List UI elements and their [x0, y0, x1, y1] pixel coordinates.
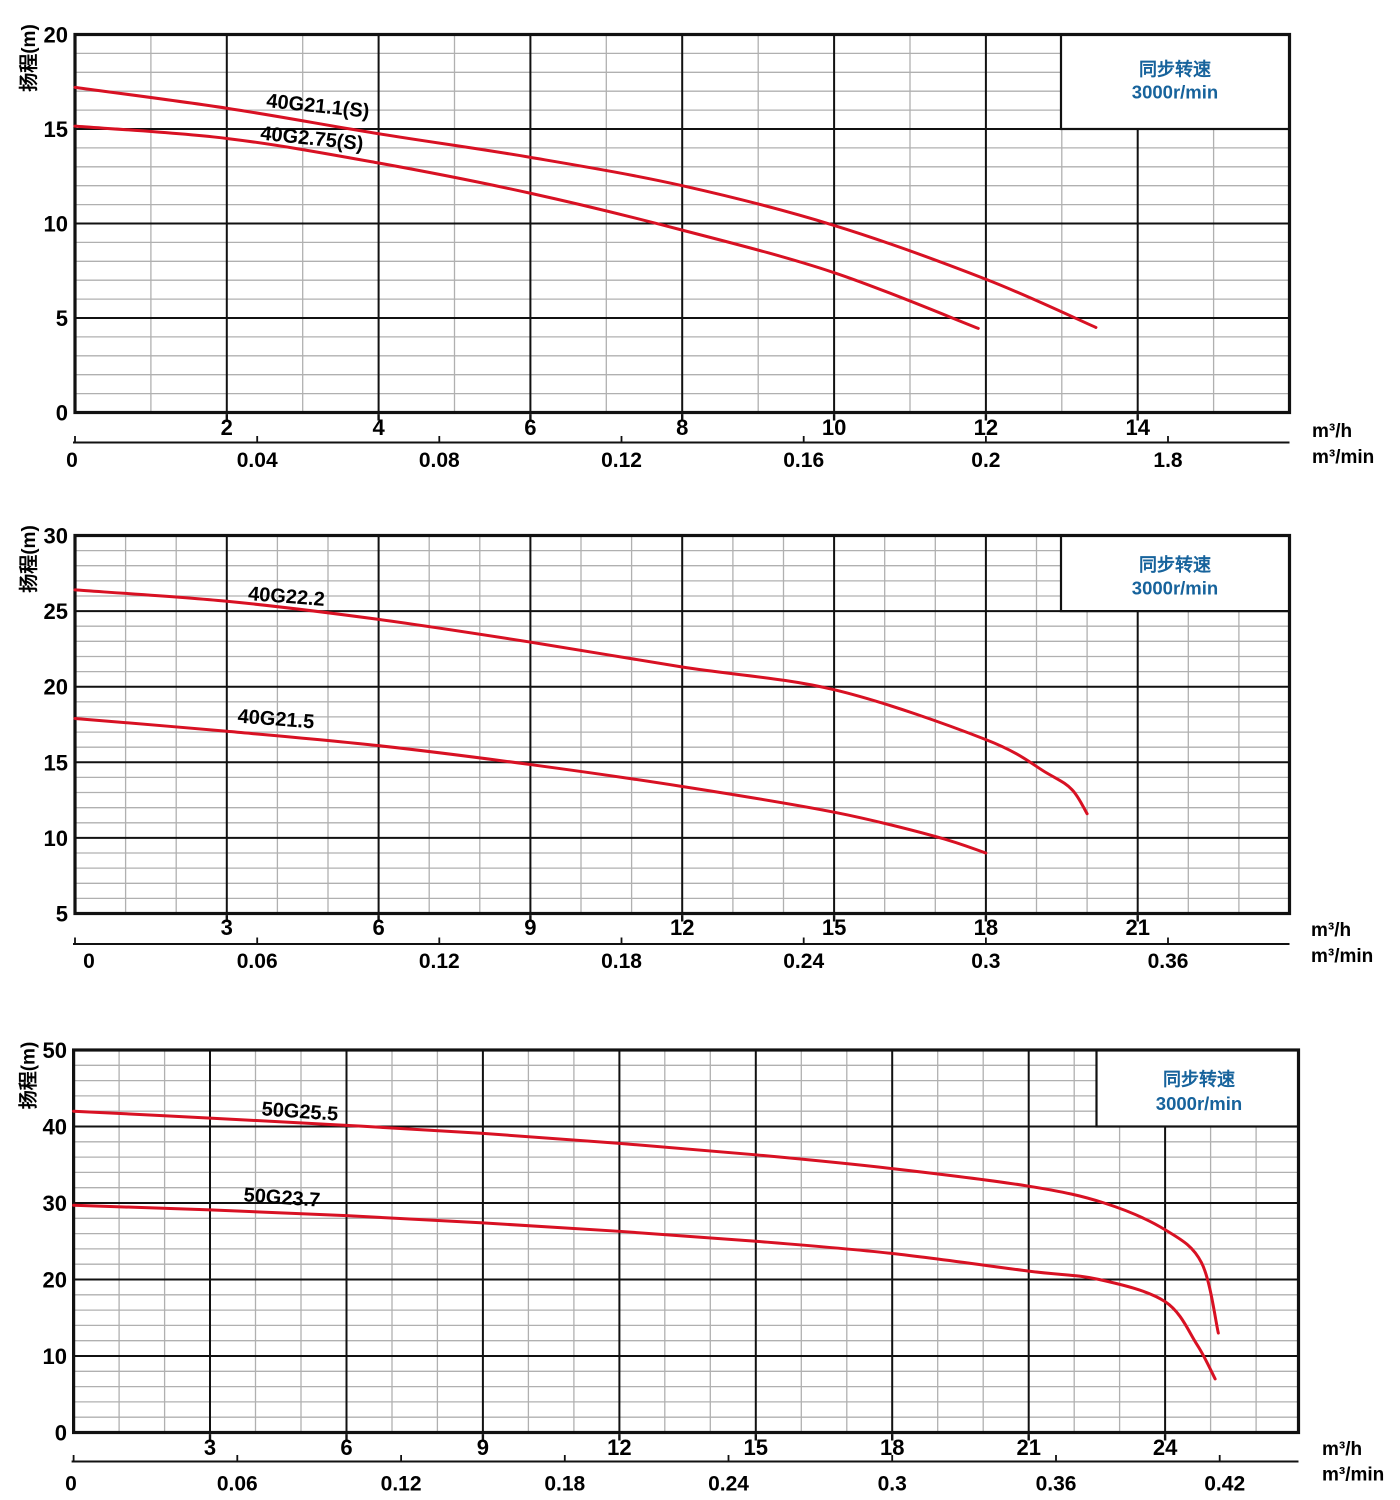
svg-text:50G25.5: 50G25.5 — [261, 1098, 339, 1125]
svg-text:0.16: 0.16 — [783, 449, 824, 472]
svg-text:25: 25 — [44, 599, 68, 624]
svg-text:m³/h: m³/h — [1322, 1439, 1362, 1460]
svg-text:20: 20 — [43, 1268, 67, 1293]
svg-text:50: 50 — [43, 1038, 67, 1063]
svg-text:12: 12 — [974, 415, 998, 440]
svg-text:0.24: 0.24 — [783, 950, 824, 973]
svg-text:0.36: 0.36 — [1148, 950, 1189, 973]
svg-text:2: 2 — [221, 415, 233, 440]
svg-text:18: 18 — [974, 915, 998, 940]
svg-text:0.04: 0.04 — [237, 449, 278, 472]
svg-text:9: 9 — [524, 915, 536, 940]
svg-text:0.12: 0.12 — [381, 1473, 422, 1496]
svg-text:同步转速: 同步转速 — [1139, 554, 1211, 575]
svg-text:1.8: 1.8 — [1153, 449, 1183, 472]
svg-text:同步转速: 同步转速 — [1139, 59, 1211, 80]
svg-text:扬程(m): 扬程(m) — [17, 525, 40, 593]
svg-text:扬程(m): 扬程(m) — [17, 24, 40, 92]
svg-text:30: 30 — [43, 1191, 67, 1216]
svg-text:0.12: 0.12 — [601, 449, 642, 472]
svg-text:15: 15 — [44, 117, 68, 142]
svg-text:0.36: 0.36 — [1036, 1473, 1077, 1496]
svg-text:3000r/min: 3000r/min — [1156, 1093, 1242, 1114]
svg-text:0.06: 0.06 — [217, 1473, 258, 1496]
svg-text:m³/min: m³/min — [1312, 447, 1374, 468]
svg-text:m³/h: m³/h — [1312, 421, 1352, 442]
svg-text:20: 20 — [44, 675, 68, 700]
svg-text:6: 6 — [372, 915, 384, 940]
svg-text:3000r/min: 3000r/min — [1132, 578, 1218, 599]
svg-text:0.12: 0.12 — [419, 950, 460, 973]
svg-text:0.18: 0.18 — [601, 950, 642, 973]
svg-text:m³/h: m³/h — [1311, 920, 1351, 941]
svg-text:0.3: 0.3 — [971, 950, 1000, 973]
svg-text:30: 30 — [44, 524, 68, 549]
svg-text:0.08: 0.08 — [419, 449, 460, 472]
svg-text:10: 10 — [43, 1344, 67, 1369]
svg-text:0.2: 0.2 — [971, 449, 1000, 472]
svg-text:10: 10 — [44, 212, 68, 237]
svg-text:10: 10 — [44, 826, 68, 851]
svg-text:10: 10 — [822, 415, 846, 440]
svg-text:m³/min: m³/min — [1322, 1465, 1384, 1486]
svg-text:0: 0 — [56, 401, 68, 426]
svg-text:50G23.7: 50G23.7 — [243, 1184, 321, 1211]
svg-text:0: 0 — [55, 1421, 67, 1446]
svg-text:0.42: 0.42 — [1204, 1473, 1245, 1496]
svg-text:3: 3 — [221, 915, 233, 940]
svg-text:8: 8 — [676, 415, 688, 440]
svg-text:14: 14 — [1125, 415, 1150, 440]
svg-text:9: 9 — [477, 1435, 489, 1460]
svg-text:0: 0 — [83, 950, 95, 973]
svg-text:6: 6 — [524, 415, 536, 440]
svg-text:40: 40 — [43, 1115, 67, 1140]
svg-text:0.18: 0.18 — [544, 1473, 585, 1496]
svg-text:4: 4 — [372, 415, 385, 440]
svg-text:5: 5 — [56, 306, 68, 331]
svg-text:5: 5 — [56, 902, 68, 927]
svg-text:0: 0 — [65, 1473, 77, 1496]
svg-text:15: 15 — [744, 1435, 768, 1460]
svg-text:6: 6 — [340, 1435, 352, 1460]
svg-text:扬程(m): 扬程(m) — [17, 1042, 40, 1110]
svg-text:24: 24 — [1153, 1435, 1178, 1460]
svg-text:0.3: 0.3 — [878, 1473, 907, 1496]
svg-text:21: 21 — [1016, 1435, 1040, 1460]
svg-text:21: 21 — [1125, 915, 1149, 940]
svg-text:0.24: 0.24 — [708, 1473, 749, 1496]
svg-text:12: 12 — [607, 1435, 631, 1460]
svg-text:15: 15 — [44, 750, 68, 775]
svg-text:同步转速: 同步转速 — [1163, 1069, 1235, 1090]
svg-text:0: 0 — [66, 449, 78, 472]
svg-text:3: 3 — [204, 1435, 216, 1460]
svg-text:m³/min: m³/min — [1311, 946, 1373, 967]
svg-text:20: 20 — [44, 23, 68, 48]
svg-text:0.06: 0.06 — [237, 950, 278, 973]
svg-text:15: 15 — [822, 915, 846, 940]
svg-text:12: 12 — [670, 915, 694, 940]
svg-text:3000r/min: 3000r/min — [1132, 82, 1218, 103]
